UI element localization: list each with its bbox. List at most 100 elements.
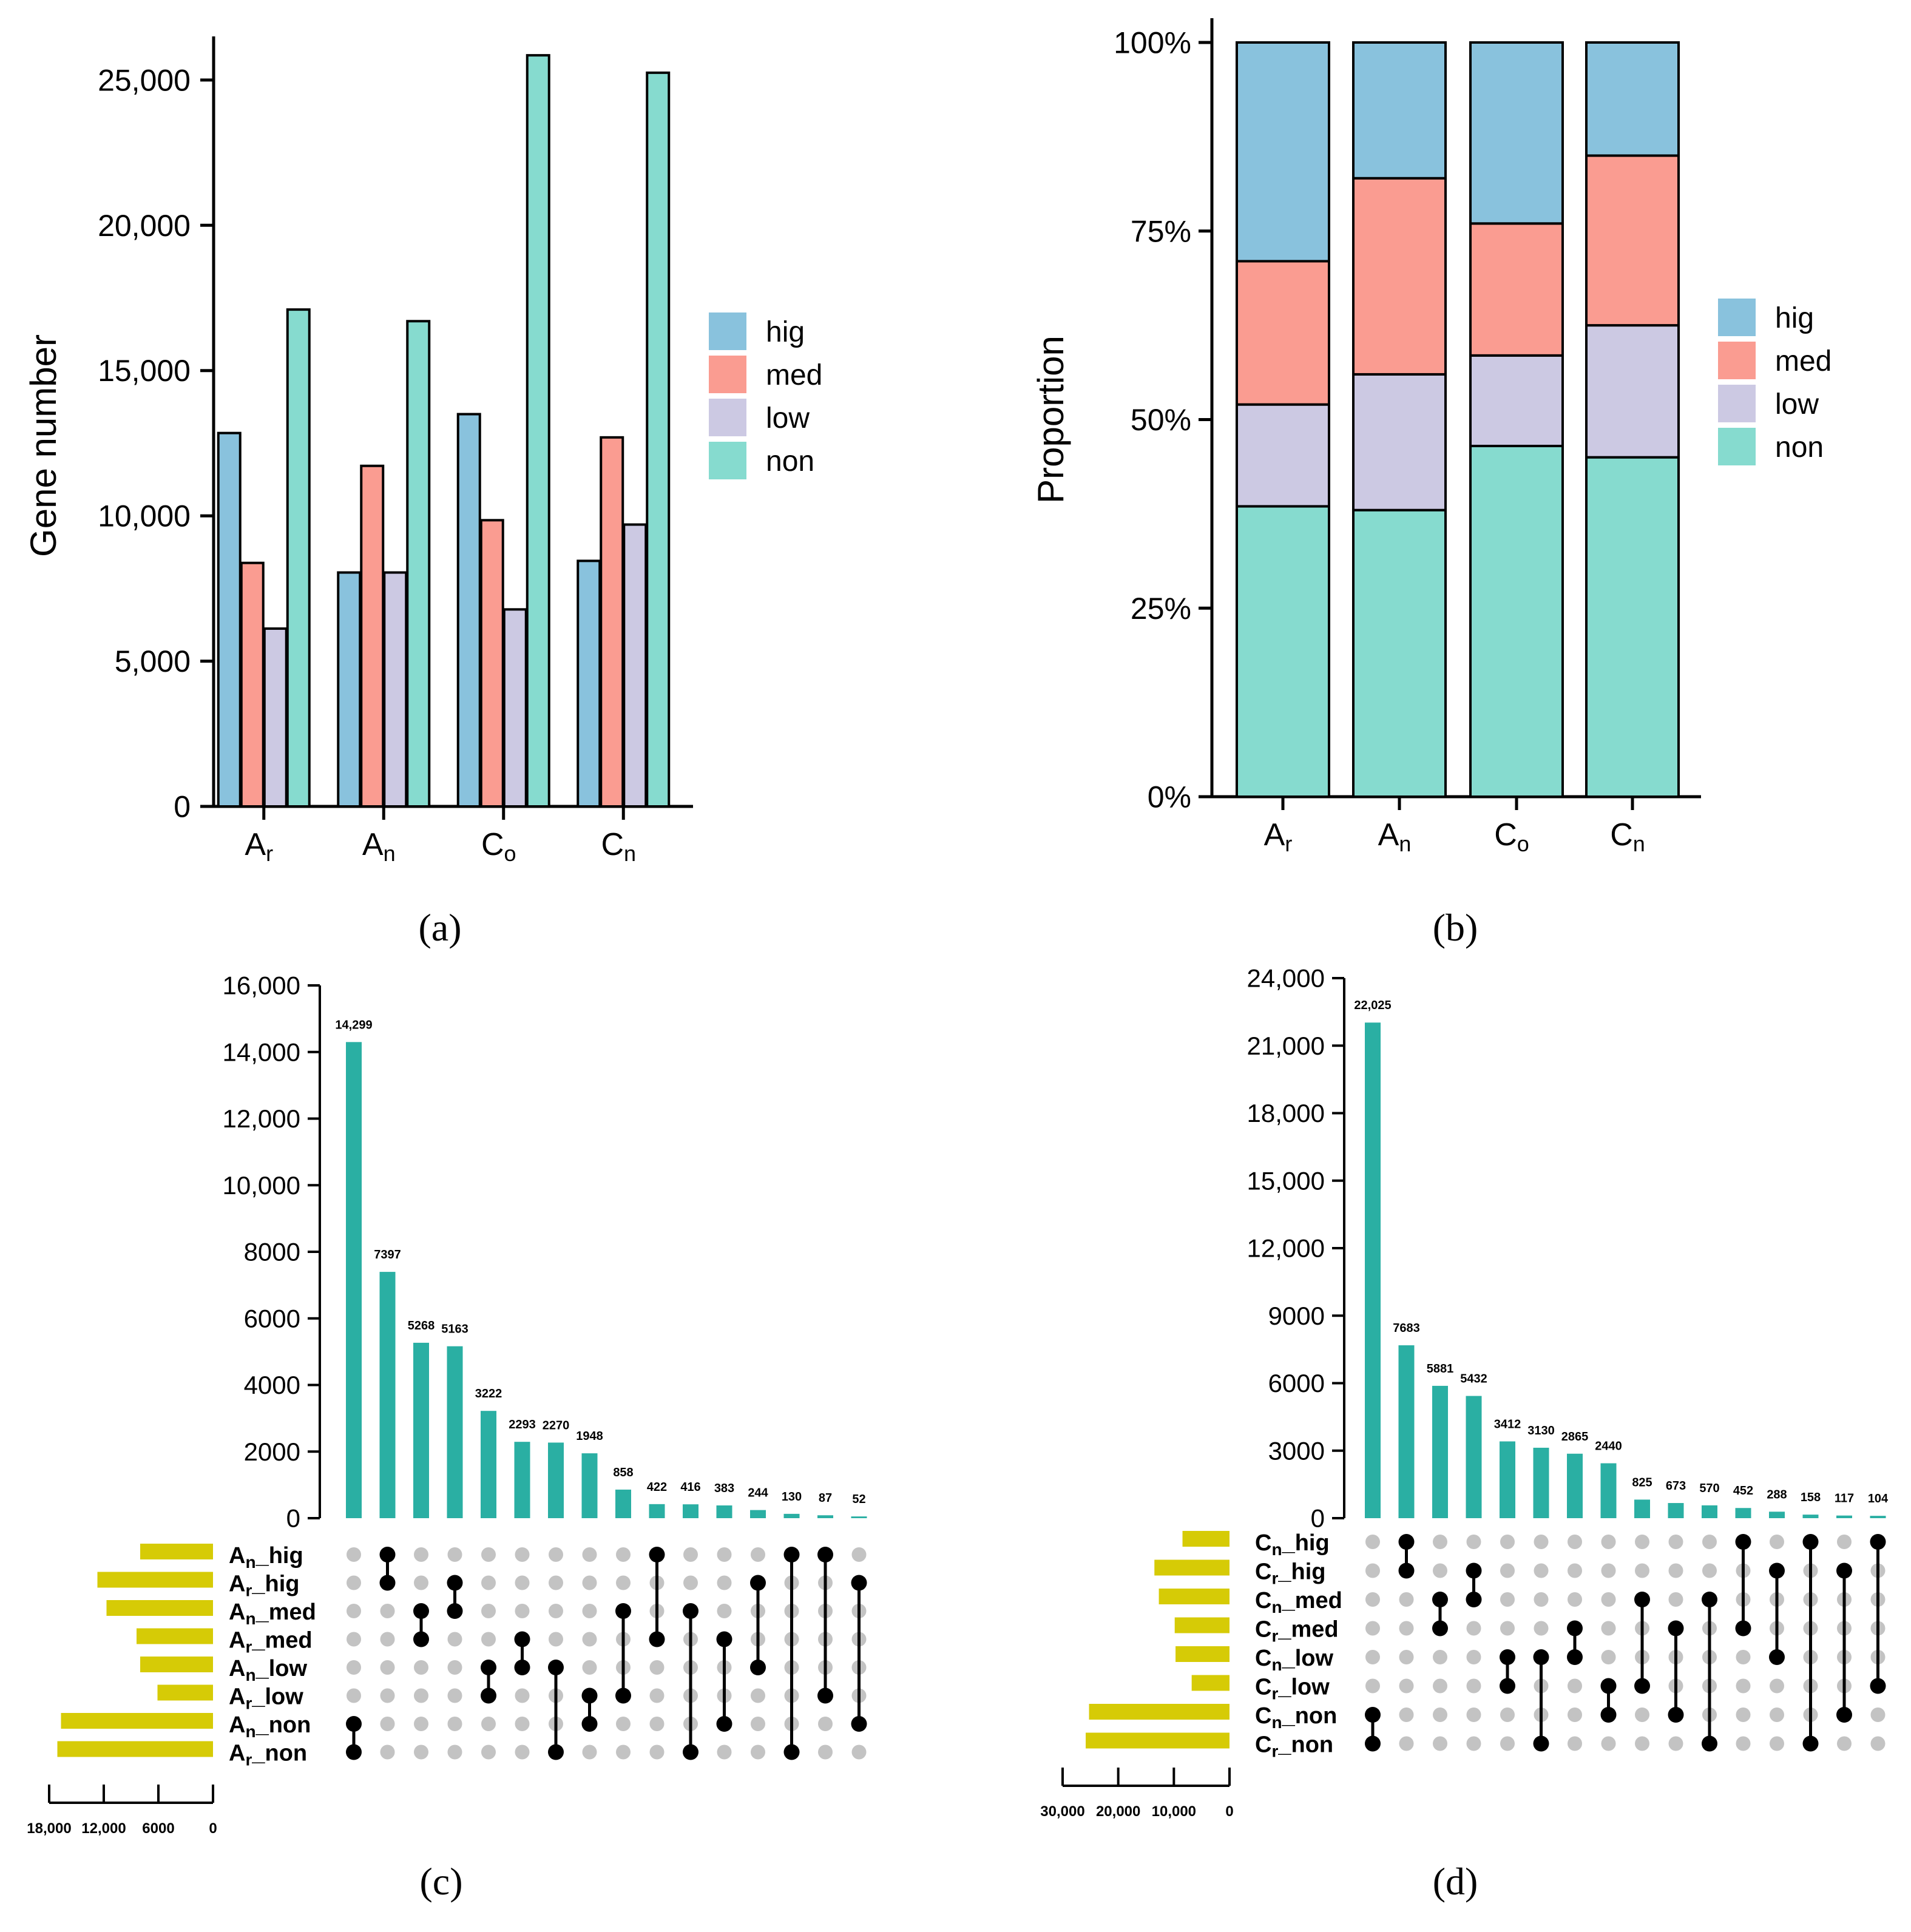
panel-label-b: (b) <box>1433 906 1478 949</box>
set-label-tail: _hig <box>255 1543 303 1569</box>
intersection-bar <box>514 1442 530 1518</box>
y-tick-label: 25% <box>1131 592 1191 626</box>
matrix-dot-empty <box>549 1604 563 1618</box>
matrix-dot-filled <box>514 1660 530 1675</box>
matrix-dot-empty <box>515 1745 530 1760</box>
stack-segment-non <box>1352 508 1447 798</box>
matrix-dot-filled <box>346 1744 362 1760</box>
stack-segment-hig <box>1352 41 1447 180</box>
matrix-dot-filled <box>1432 1592 1448 1607</box>
matrix-dot-filled <box>481 1687 496 1704</box>
matrix-dot-filled <box>1466 1562 1482 1579</box>
intersection-bar <box>379 1272 396 1518</box>
matrix-dot-empty <box>347 1604 361 1618</box>
intersection-bar <box>1365 1022 1381 1518</box>
bar-non <box>646 71 671 808</box>
matrix-dot-empty <box>1534 1535 1549 1549</box>
set-size-bar <box>1191 1675 1229 1691</box>
matrix-dot-empty <box>481 1717 496 1731</box>
set-label-sub: r <box>245 1751 252 1769</box>
matrix-dot-empty <box>1500 1621 1515 1636</box>
set-size-tick-label: 0 <box>209 1820 217 1837</box>
matrix-dot-empty <box>380 1745 395 1760</box>
matrix-dot-empty <box>1466 1650 1481 1664</box>
matrix-dot-empty <box>1837 1535 1852 1549</box>
intersection-bar <box>783 1513 800 1518</box>
bar-value-label: 2270 <box>543 1419 570 1432</box>
intersection-bar <box>615 1489 631 1518</box>
bar-hig <box>577 559 601 808</box>
intersection-bar <box>649 1504 665 1518</box>
matrix-dot-filled <box>548 1744 564 1760</box>
matrix-dot-empty <box>1770 1736 1784 1751</box>
matrix-dot-empty <box>515 1717 530 1731</box>
set-label: Ar_low <box>229 1684 303 1713</box>
bar-value-label: 130 <box>782 1490 802 1504</box>
matrix-dot-filled <box>716 1631 732 1647</box>
set-size-bar <box>57 1741 213 1757</box>
matrix-dot-empty <box>818 1745 833 1760</box>
matrix-dot-empty <box>1568 1678 1582 1694</box>
set-size-bar <box>1089 1704 1229 1720</box>
y-axis-title: Proportion <box>1030 336 1071 504</box>
bar-value-label: 570 <box>1699 1482 1719 1495</box>
matrix-dot-empty <box>347 1660 361 1675</box>
x-tick-label-sub: r <box>266 841 273 866</box>
matrix-dot-filled <box>1600 1707 1617 1723</box>
intersection-bar <box>750 1510 766 1518</box>
set-label-main: C <box>1255 1732 1271 1758</box>
matrix-dot-empty <box>1568 1563 1582 1578</box>
matrix-dot-filled <box>1533 1735 1549 1752</box>
set-label-tail: _non <box>255 1712 311 1738</box>
matrix-dot-empty <box>1500 1707 1515 1722</box>
matrix-dot-empty <box>616 1575 631 1590</box>
bar-med <box>240 561 265 808</box>
bar-value-label: 52 <box>852 1493 865 1506</box>
matrix-dot-filled <box>1432 1620 1448 1636</box>
bar-value-label: 2293 <box>509 1418 536 1431</box>
y-tick-label: 75% <box>1131 214 1191 248</box>
matrix-dot-empty <box>515 1575 530 1590</box>
stack-segment-med <box>1469 222 1564 357</box>
legend-label-low: low <box>766 402 810 434</box>
matrix-dot-empty <box>1770 1535 1784 1549</box>
bar-value-label: 2865 <box>1561 1430 1589 1444</box>
bar-value-label: 3130 <box>1527 1424 1555 1437</box>
matrix-dot-empty <box>1500 1736 1515 1751</box>
bar-value-label: 3412 <box>1494 1417 1521 1431</box>
set-label: Cn_low <box>1255 1646 1333 1674</box>
bar-hig <box>456 413 481 808</box>
matrix-dot-empty <box>481 1547 496 1562</box>
matrix-dot-filled <box>1836 1562 1852 1579</box>
y-tick-label: 18,000 <box>1247 1099 1325 1127</box>
matrix-dot-filled <box>1802 1534 1819 1550</box>
matrix-dot-empty <box>1534 1592 1549 1607</box>
y-tick-label: 0 <box>286 1504 300 1533</box>
matrix-dot-empty <box>1736 1707 1751 1722</box>
matrix-dot-empty <box>851 1547 867 1562</box>
matrix-dot-empty <box>649 1660 665 1675</box>
intersection-bar <box>1398 1345 1415 1518</box>
set-label-main: A <box>229 1543 245 1569</box>
legend-label-med: med <box>1775 345 1832 377</box>
bar-value-label: 1948 <box>576 1430 603 1443</box>
matrix-dot-filled <box>1398 1534 1415 1550</box>
x-tick-label-main: A <box>245 827 266 862</box>
matrix-dot-empty <box>751 1547 765 1562</box>
set-size-tick-label: 18,000 <box>27 1820 71 1837</box>
matrix-dot-filled <box>1567 1649 1583 1665</box>
set-label-sub: r <box>1271 1742 1278 1761</box>
bar-value-label: 14,299 <box>335 1018 372 1032</box>
matrix-dot-empty <box>751 1688 765 1703</box>
set-label-tail: _med <box>1277 1617 1338 1643</box>
matrix-dot-empty <box>549 1632 563 1647</box>
bar-low <box>502 608 527 808</box>
bar-non <box>406 320 431 808</box>
set-label-main: A <box>229 1572 245 1597</box>
matrix-dot-empty <box>1365 1535 1380 1549</box>
set-size-tick-label: 20,000 <box>1096 1803 1140 1820</box>
set-size-bar <box>140 1544 213 1559</box>
set-label-sub: r <box>1271 1684 1278 1703</box>
x-tick-label-main: C <box>481 827 504 862</box>
intersection-bar <box>716 1505 732 1518</box>
